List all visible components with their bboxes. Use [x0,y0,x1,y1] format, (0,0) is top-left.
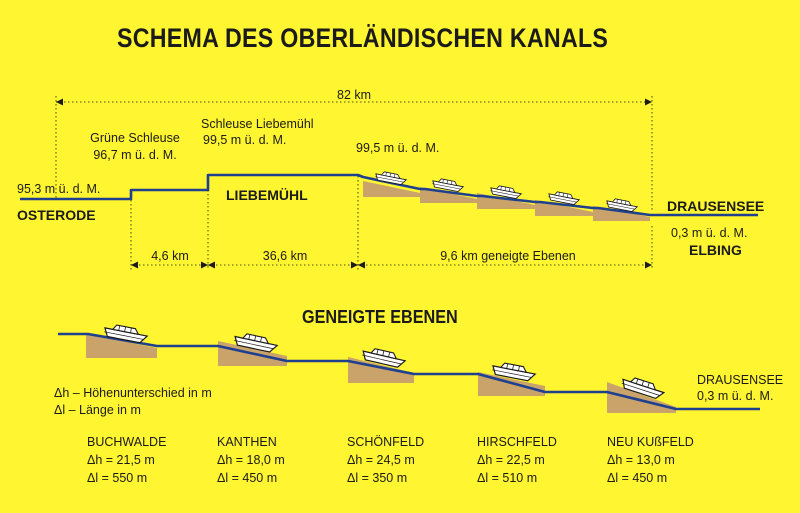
station-dl: Δl = 550 m [87,471,148,485]
station-schoenfeld: SCHÖNFELD Δh = 24,5 m Δl = 350 m [347,433,424,487]
start-name: OSTERODE [17,207,96,223]
lock1-elevation: 96,7 m ü. d. M. [93,148,177,162]
station-dl: Δl = 450 m [217,471,278,485]
incline-title: GENEIGTE EBENEN [302,307,458,327]
station-dl: Δl = 350 m [347,471,408,485]
station-name: SCHÖNFELD [347,435,425,449]
start-elevation: 95,3 m ü. d. M. [17,182,101,196]
segment-label: 9,6 km geneigte Ebenen [428,249,588,264]
end-name: DRAUSENSEE [667,198,765,214]
legend-dl: Δl – Länge in m [54,403,141,417]
station-hirschfeld: HIRSCHFELD Δh = 22,5 m Δl = 510 m [477,433,557,487]
station-dl: Δl = 510 m [477,471,538,485]
total-length-label: 82 km [337,88,372,102]
station-dh: Δh = 13,0 m [607,453,675,467]
segment-label: 36,6 km [250,249,320,264]
lock1-name: Grüne Schleuse [90,131,180,145]
station-name: BUCHWALDE [87,435,167,449]
station-dh: Δh = 24,5 m [347,453,415,467]
legend-dh: Δh – Höhenunterschied in m [54,386,212,400]
station-name: NEU KUßFELD [607,435,694,449]
overview-water-line [20,173,758,217]
lock2-name: Schleuse Liebemühl [201,117,314,131]
incline-end-name: DRAUSENSEE [697,373,784,387]
station-dh: Δh = 21,5 m [87,453,155,467]
town-label: LIEBEMÜHL [226,187,308,203]
station-name: HIRSCHFELD [477,435,557,449]
end-elevation: 0,3 m ü. d. M. [671,226,748,240]
station-name: KANTHEN [217,435,277,449]
page-title: SCHEMA DES OBERLÄNDISCHEN KANALS [117,23,609,53]
plateau-elevation: 99,5 m ü. d. M. [356,141,440,155]
station-kanthen: KANTHEN Δh = 18,0 m Δl = 450 m [217,433,285,487]
station-dh: Δh = 18,0 m [217,453,285,467]
segment-label: 4,6 km [139,249,201,264]
station-dl: Δl = 450 m [607,471,668,485]
station-dh: Δh = 22,5 m [477,453,545,467]
end-town: ELBING [689,242,742,258]
station-neu-kussfeld: NEU KUßFELD Δh = 13,0 m Δl = 450 m [607,433,694,487]
incline-water-line [58,332,760,411]
lock2-elevation: 99,5 m ü. d. M. [203,133,287,147]
station-buchwalde: BUCHWALDE Δh = 21,5 m Δl = 550 m [87,433,166,487]
incline-end-elevation: 0,3 m ü. d. M. [697,389,774,403]
